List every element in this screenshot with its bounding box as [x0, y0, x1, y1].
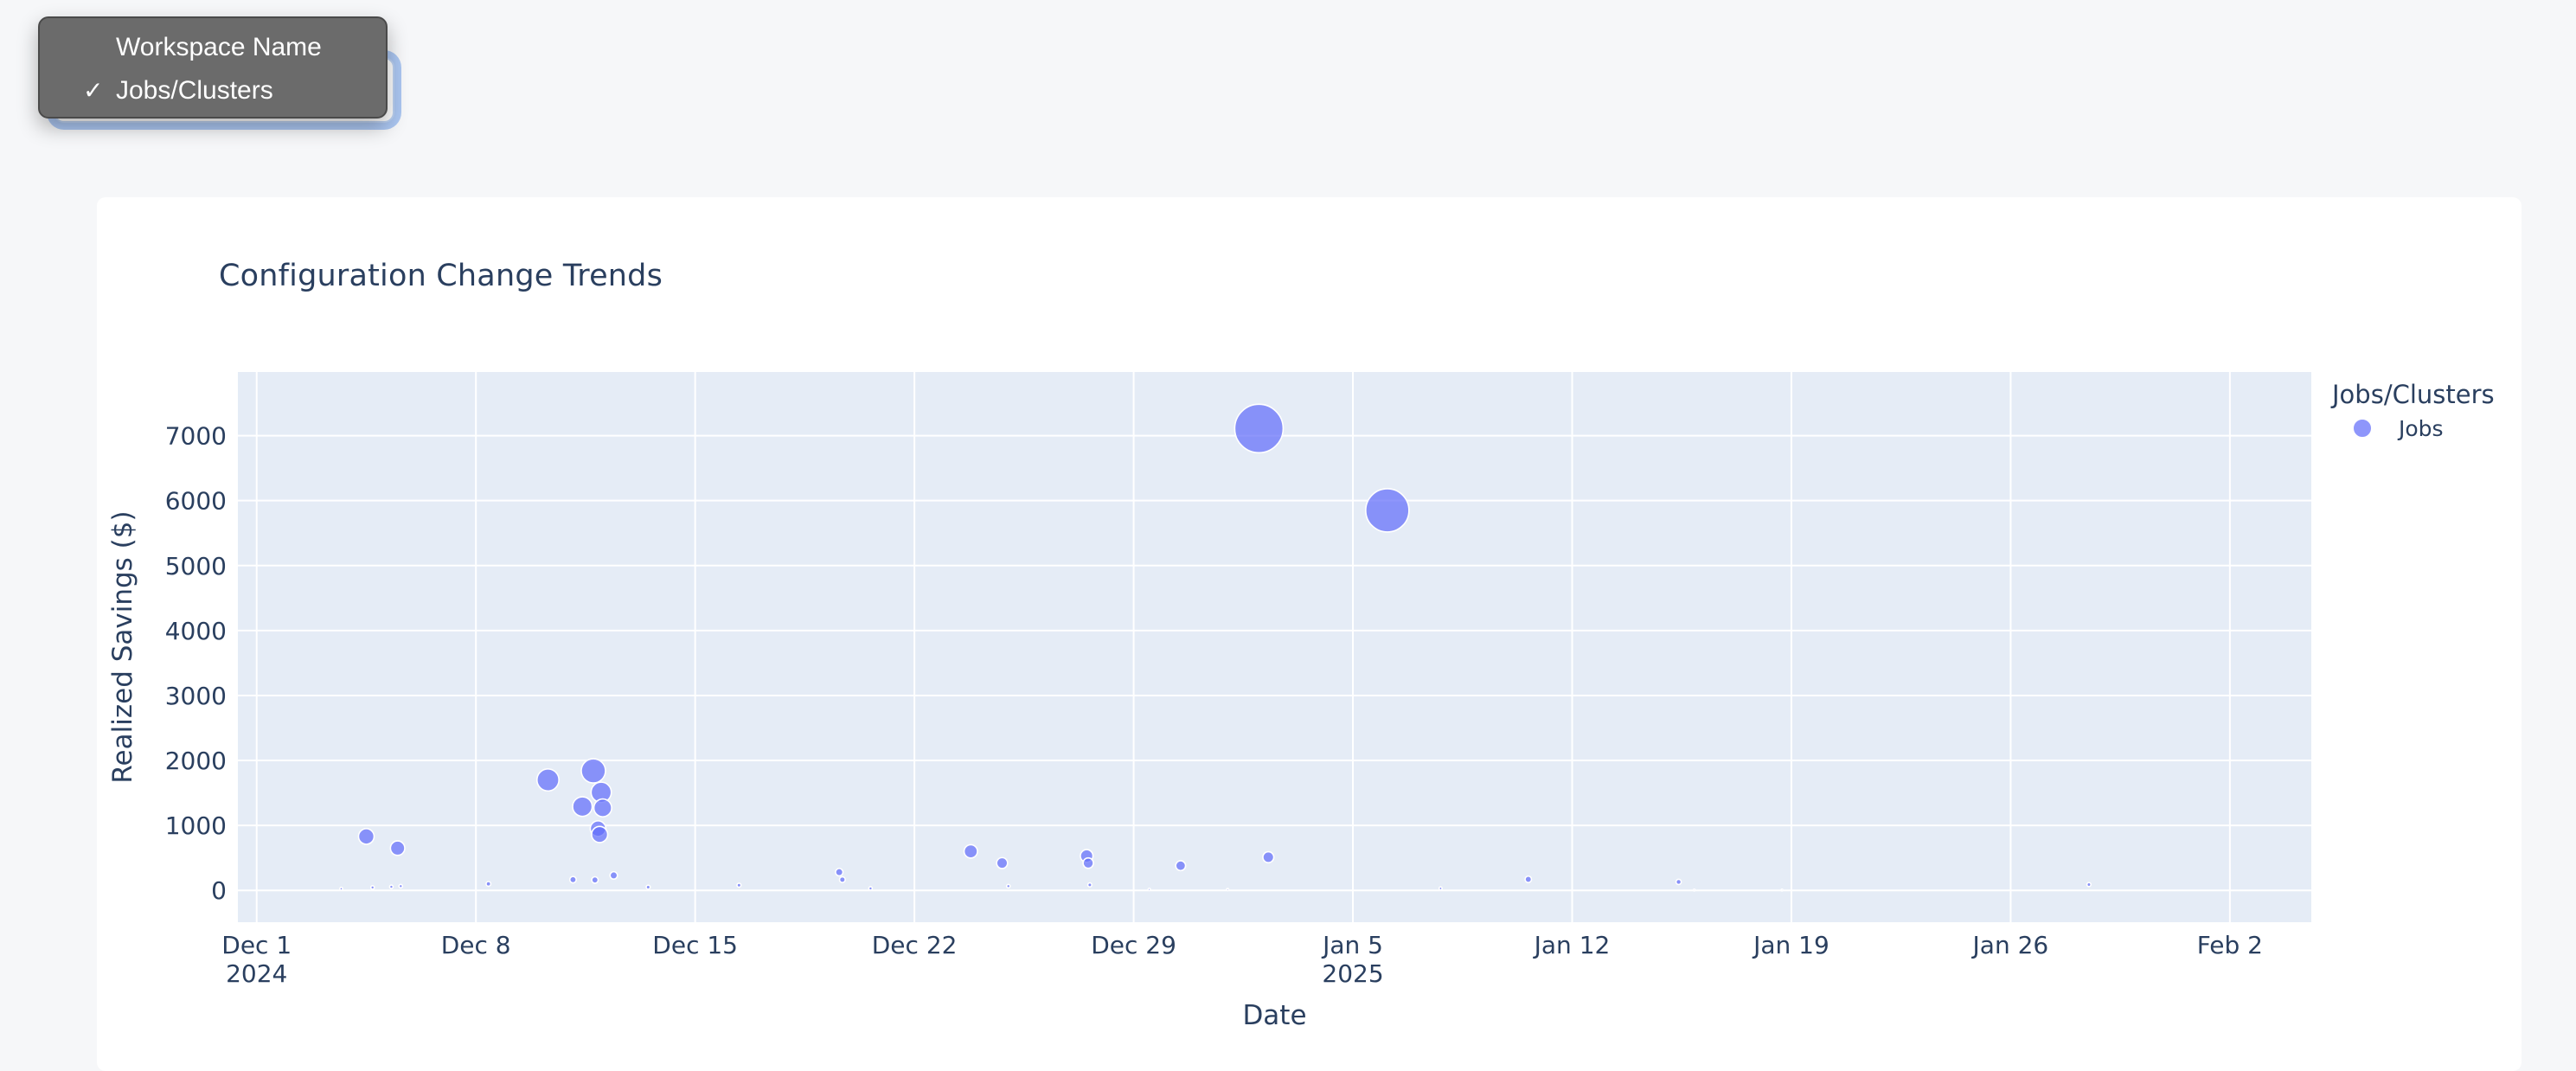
data-point-bubble[interactable]: [568, 875, 577, 884]
data-point-bubble[interactable]: [1438, 886, 1443, 891]
menu-item-jobs-clusters[interactable]: ✓ Jobs/Clusters: [40, 69, 386, 112]
data-point-bubble[interactable]: [1262, 850, 1275, 864]
chart-type-menu: Workspace Name ✓ Jobs/Clusters: [38, 16, 388, 119]
data-point-bubble[interactable]: [1086, 882, 1093, 888]
x-tick-label: Feb 2: [2197, 931, 2263, 959]
data-point-bubble[interactable]: [835, 868, 844, 877]
data-point-bubble[interactable]: [398, 883, 404, 889]
menu-item-workspace-name[interactable]: Workspace Name: [40, 26, 386, 69]
data-point-bubble[interactable]: [357, 828, 375, 845]
x-tick-label: Dec 8: [441, 931, 511, 959]
data-point-bubble[interactable]: [389, 840, 406, 856]
x-tick-label: Dec 29: [1091, 931, 1176, 959]
y-tick-label: 0: [211, 876, 227, 905]
data-point-bubble[interactable]: [1082, 856, 1094, 869]
x-tick-label: Dec 1: [221, 931, 292, 959]
x-tick-label: Jan 5: [1321, 931, 1383, 959]
data-point-bubble[interactable]: [1234, 403, 1285, 454]
data-point-bubble[interactable]: [609, 870, 618, 881]
legend-marker[interactable]: [2353, 419, 2372, 438]
data-point-bubble[interactable]: [838, 875, 846, 883]
y-axis-title: Realized Savings ($): [107, 510, 138, 783]
data-point-bubble[interactable]: [1780, 888, 1784, 892]
data-point-bubble[interactable]: [388, 884, 394, 889]
y-tick-label: 6000: [165, 487, 227, 516]
data-point-bubble[interactable]: [591, 825, 609, 843]
data-point-bubble[interactable]: [1175, 860, 1187, 872]
data-point-bubble[interactable]: [645, 884, 651, 890]
menu-item-label: Workspace Name: [116, 33, 322, 61]
x-tick-label: Jan 19: [1752, 931, 1829, 959]
y-tick-label: 5000: [165, 552, 227, 580]
y-tick-label: 1000: [165, 811, 227, 840]
data-point-bubble[interactable]: [593, 798, 612, 818]
data-point-bubble[interactable]: [1692, 888, 1696, 892]
data-point-bubble[interactable]: [369, 885, 375, 890]
legend-title: Jobs/Clusters: [2330, 380, 2495, 409]
x-tick-label: Jan 26: [1971, 931, 2049, 959]
data-point-bubble[interactable]: [580, 758, 606, 784]
y-tick-label: 7000: [165, 422, 227, 451]
x-tick-sublabel: 2025: [1322, 959, 1383, 988]
data-point-bubble[interactable]: [535, 768, 560, 792]
y-tick-label: 2000: [165, 747, 227, 775]
data-point-bubble[interactable]: [1226, 888, 1230, 892]
chart-title: Configuration Change Trends: [219, 259, 663, 293]
data-point-bubble[interactable]: [996, 856, 1009, 869]
plot-area: [238, 372, 2311, 922]
data-point-bubble[interactable]: [736, 882, 742, 888]
legend-item-label[interactable]: Jobs: [2397, 416, 2444, 441]
checkmark-icon: ✓: [83, 76, 104, 104]
data-point-bubble[interactable]: [485, 881, 492, 888]
data-point-bubble[interactable]: [868, 886, 874, 891]
y-tick-label: 4000: [165, 617, 227, 645]
data-point-bubble[interactable]: [1365, 488, 1410, 533]
data-point-bubble[interactable]: [1524, 875, 1533, 883]
menu-item-label: Jobs/Clusters: [116, 76, 273, 105]
data-point-bubble[interactable]: [1005, 883, 1011, 889]
data-point-bubble[interactable]: [1147, 887, 1151, 892]
x-axis-title: Date: [1242, 1000, 1306, 1031]
x-tick-sublabel: 2024: [226, 959, 287, 988]
data-point-bubble[interactable]: [963, 843, 978, 859]
x-tick-label: Jan 12: [1533, 931, 1611, 959]
data-point-bubble[interactable]: [591, 875, 599, 884]
y-tick-label: 3000: [165, 682, 227, 710]
data-point-bubble[interactable]: [572, 796, 593, 818]
data-point-bubble[interactable]: [2086, 882, 2092, 888]
data-point-bubble[interactable]: [339, 886, 343, 891]
x-tick-label: Dec 15: [652, 931, 738, 959]
x-tick-label: Dec 22: [872, 931, 958, 959]
data-point-bubble[interactable]: [1675, 878, 1682, 886]
